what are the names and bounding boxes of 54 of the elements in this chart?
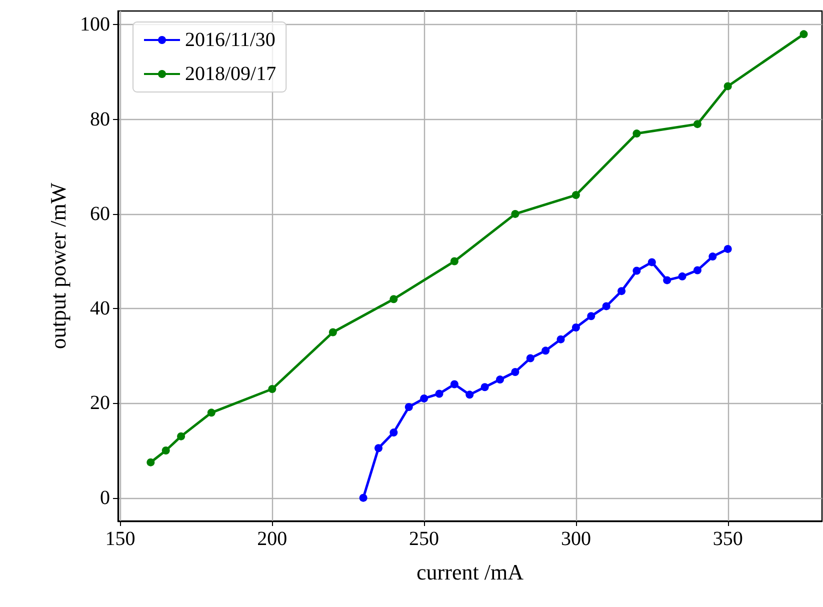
point [724,244,732,253]
legend-label: 2018/09/17 [185,63,276,85]
point [511,210,520,218]
point [724,82,732,90]
x-tick-label: 200 [257,528,288,550]
point [177,432,186,440]
point [587,312,596,320]
point [390,295,398,304]
point [359,494,368,502]
x-tick-label: 350 [712,528,743,550]
x-tick-label: 150 [105,528,136,550]
point [146,458,155,466]
point [207,408,216,417]
point [708,252,717,261]
point [648,258,656,266]
y-tick-label: 100 [80,14,110,36]
x-tick-label: 250 [409,528,440,550]
y-tick-label: 80 [90,108,110,130]
point [632,266,641,275]
point [466,390,474,399]
point [374,444,382,452]
point [450,380,458,388]
y-tick-label: 0 [100,486,110,509]
y-axis-title: output power /mW [46,182,71,350]
point [480,383,489,392]
point [162,446,170,455]
legend-label: 2016/11/30 [185,29,276,51]
point [435,390,444,398]
point [542,346,550,355]
point [496,376,504,384]
point [632,130,641,138]
point [420,394,428,402]
point [390,428,398,437]
point [572,324,580,332]
point [618,287,626,296]
point [328,328,337,336]
point [556,335,565,344]
y-tick-label: 40 [90,298,110,320]
point [404,402,413,411]
point [602,302,610,310]
point [526,354,534,362]
point [572,191,580,200]
point [678,272,686,280]
point [800,30,808,38]
point [268,385,276,394]
point [693,120,702,128]
point [450,257,458,266]
point [663,276,672,284]
x-tick-label: 300 [560,528,591,550]
y-tick-label: 20 [90,392,110,414]
point [693,266,702,274]
y-tick-label: 60 [90,202,110,225]
x-axis-title: current /mA [416,560,524,584]
point [511,368,520,376]
